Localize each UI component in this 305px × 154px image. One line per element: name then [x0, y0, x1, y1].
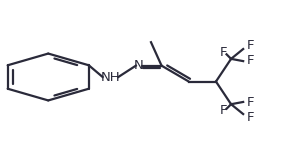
Text: F: F: [247, 39, 254, 52]
Text: N: N: [134, 59, 144, 72]
Text: F: F: [247, 111, 254, 124]
Text: F: F: [220, 46, 227, 59]
Text: F: F: [247, 96, 254, 109]
Text: F: F: [247, 54, 254, 67]
Text: NH: NH: [100, 71, 120, 83]
Text: F: F: [220, 104, 227, 117]
